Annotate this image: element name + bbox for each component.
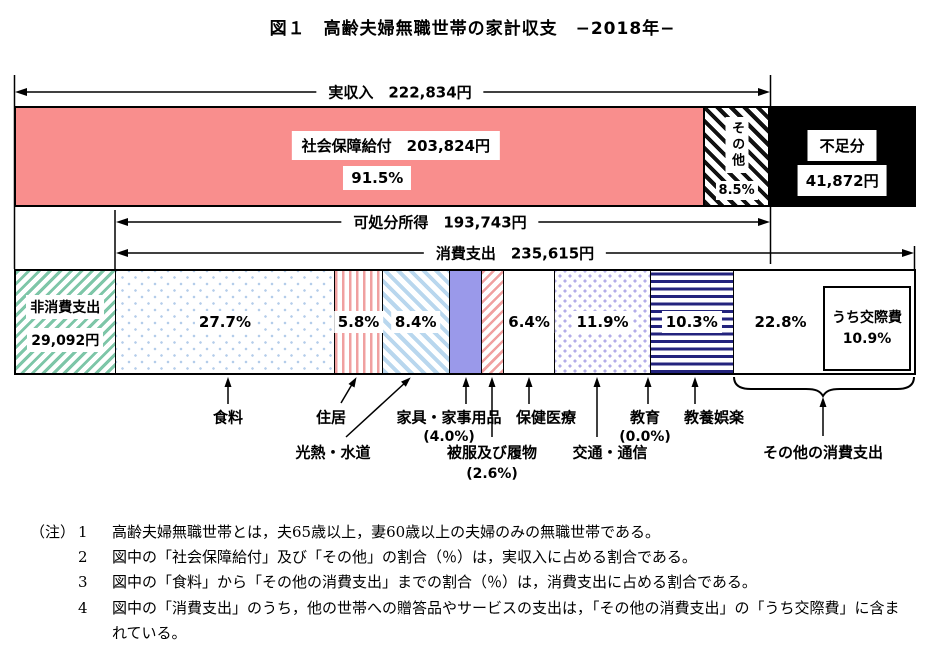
note-number: 4	[78, 598, 88, 617]
shortfall-amount: 41,872円	[797, 165, 887, 196]
utilities-label: 光熱・水道	[295, 443, 371, 462]
transport-percent: 11.9%	[572, 311, 633, 333]
furniture-label: 家具・家事用品	[396, 408, 502, 427]
clothing-label: 被服及び履物	[446, 443, 538, 462]
other-income-segment: その他 8.5%	[702, 108, 769, 205]
housing-arrow	[340, 377, 357, 404]
non-consumption-amount: 29,092円	[27, 328, 104, 352]
furniture-arrow	[462, 377, 470, 404]
recreation-percent: 10.3%	[661, 311, 722, 333]
social-expenses-percent: 10.9%	[842, 330, 892, 347]
note-row: 4 図中の「消費支出」のうち，他の世帯への贈答品やサービスの支出は，「その他の消…	[30, 596, 914, 646]
food-percent: 27.7%	[194, 311, 255, 333]
other-consumption-arrow	[819, 397, 827, 436]
education-label: 教育	[629, 408, 661, 427]
health-arrow	[525, 377, 533, 404]
non-consumption-segment: 非消費支出 29,092円	[16, 271, 115, 373]
shortfall-label: 不足分	[807, 130, 877, 161]
consumption-caption: 消費支出 235,615円	[423, 242, 607, 264]
recreation-label: 教養娯楽	[683, 408, 745, 427]
food-arrow	[224, 377, 232, 404]
recreation-segment: 10.3%	[649, 271, 733, 373]
other-consumption-percent: 22.8%	[750, 311, 811, 333]
other-consumption-brace	[733, 376, 915, 398]
food-segment: 27.7%	[114, 271, 335, 373]
other-income-label: その他	[725, 117, 749, 173]
non-consumption-label: 非消費支出	[26, 295, 105, 319]
furniture-segment	[448, 271, 482, 373]
shortfall-segment: 不足分 41,872円	[768, 108, 915, 205]
disposable-income-caption: 可処分所得 193,743円	[341, 211, 539, 233]
education-arrow	[644, 377, 652, 404]
health-percent: 6.4%	[504, 311, 554, 333]
housing-percent: 5.8%	[333, 311, 384, 333]
note-number: 2	[78, 548, 88, 567]
social-expenses-label: うち交際費	[831, 310, 902, 327]
note-text: 高齢夫婦無職世帯とは，夫65歳以上，妻60歳以上の夫婦のみの無職世帯である。	[112, 523, 661, 541]
transport-label: 交通・通信	[572, 443, 648, 462]
recreation-arrow	[691, 377, 699, 404]
social-security-label: 社会保障給付 203,824円	[291, 131, 500, 160]
other-consumption-segment: 22.8% うち交際費 10.9%	[732, 271, 914, 373]
food-label: 食料	[212, 408, 244, 427]
housing-label: 住居	[315, 408, 347, 427]
income-bar: 社会保障給付 203,824円 91.5% その他 8.5% 不足分 41,87…	[14, 106, 916, 207]
note-row: 2 図中の「社会保障給付」及び「その他」の割合（％）は，実収入に占める割合である…	[30, 545, 914, 570]
transport-segment: 11.9%	[554, 271, 650, 373]
note-text: 図中の「社会保障給付」及び「その他」の割合（％）は，実収入に占める割合である。	[112, 548, 697, 567]
note-text: 図中の「食料」から「その他の消費支出」までの割合（％）は，消費支出に占める割合で…	[112, 573, 757, 592]
utilities-percent: 8.4%	[390, 311, 441, 333]
real-income-caption: 実収入 222,834円	[316, 81, 484, 103]
notes-block: （注） 1 高齢夫婦無職世帯とは，夫65歳以上，妻60歳以上の夫婦のみの無職世帯…	[30, 520, 914, 646]
health-label: 保健医療	[515, 408, 577, 427]
education-percent-label: (0.0%)	[619, 429, 671, 445]
social-expenses-box: うち交際費 10.9%	[822, 286, 911, 371]
expense-bar: 非消費支出 29,092円 27.7% 5.8% 8.4% 6.4% 11.9%…	[14, 269, 916, 375]
other-consumption-label: その他の消費支出	[762, 443, 884, 462]
note-text: 図中の「消費支出」のうち，他の世帯への贈答品やサービスの支出は，「その他の消費支…	[112, 598, 900, 642]
health-segment: 6.4%	[502, 271, 555, 373]
note-number: 1	[78, 523, 88, 541]
clothing-segment	[481, 271, 503, 373]
notes-header: （注）	[30, 523, 76, 541]
social-security-segment: 社会保障給付 203,824円 91.5%	[16, 108, 703, 205]
social-security-percent: 91.5%	[343, 166, 412, 190]
furniture-percent-label: (4.0%)	[423, 429, 475, 445]
utilities-segment: 8.4%	[381, 271, 449, 373]
note-row: 3 図中の「食料」から「その他の消費支出」までの割合（％）は，消費支出に占める割…	[30, 570, 914, 595]
transport-arrow	[593, 377, 601, 437]
clothing-percent-label: (2.6%)	[466, 466, 518, 482]
other-income-percent: 8.5%	[715, 181, 758, 200]
housing-segment: 5.8%	[333, 271, 384, 373]
note-row: （注） 1 高齢夫婦無職世帯とは，夫65歳以上，妻60歳以上の夫婦のみの無職世帯…	[30, 520, 914, 545]
note-number: 3	[78, 573, 88, 592]
figure-title: 図１ 高齢夫婦無職世帯の家計収支 −2018年−	[269, 19, 676, 39]
